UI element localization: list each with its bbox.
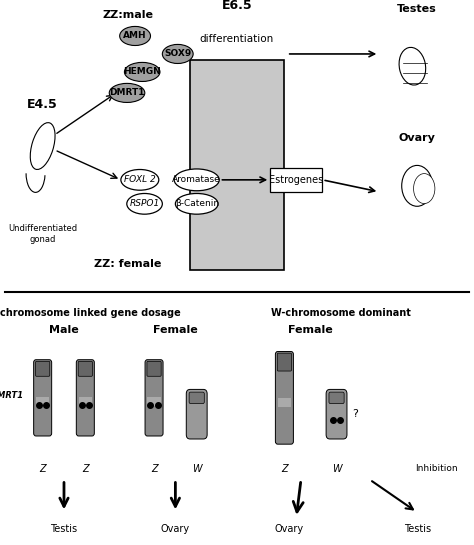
Text: Aromatase: Aromatase [173,175,221,184]
Text: FOXL 2: FOXL 2 [124,175,155,184]
FancyBboxPatch shape [36,361,50,376]
FancyBboxPatch shape [147,361,161,376]
Text: DMRT1: DMRT1 [109,88,145,98]
Text: Ovary: Ovary [161,524,190,534]
Ellipse shape [127,193,162,214]
Text: RSPO1: RSPO1 [129,199,160,208]
Text: Z: Z [281,464,288,474]
Ellipse shape [119,26,150,45]
Bar [278,398,291,407]
Text: ?: ? [353,409,358,419]
Text: SOX9: SOX9 [164,50,191,58]
Text: Z-chromosome linked gene dosage: Z-chromosome linked gene dosage [0,308,181,318]
FancyBboxPatch shape [34,360,52,436]
FancyBboxPatch shape [270,168,322,192]
FancyBboxPatch shape [189,392,204,403]
Text: Testes: Testes [397,4,437,14]
Text: ZZ:male: ZZ:male [102,10,154,20]
Text: Male: Male [49,325,79,335]
FancyBboxPatch shape [190,60,284,270]
Bar [147,397,161,405]
Ellipse shape [174,169,219,191]
Text: Undifferentiated
gonad: Undifferentiated gonad [8,224,77,244]
Text: W-chromosome dominant: W-chromosome dominant [271,308,411,318]
Ellipse shape [399,47,426,85]
Text: Estrogenes: Estrogenes [269,175,323,185]
FancyBboxPatch shape [78,361,92,376]
Text: ZZ: female: ZZ: female [94,259,162,269]
Text: AMH: AMH [123,32,147,40]
Ellipse shape [121,169,159,190]
Ellipse shape [109,83,145,102]
Text: Z: Z [82,464,89,474]
Text: E4.5: E4.5 [27,99,58,111]
Text: E6.5: E6.5 [222,0,252,12]
Ellipse shape [402,165,432,206]
Ellipse shape [175,193,218,214]
FancyBboxPatch shape [275,352,293,444]
Ellipse shape [30,123,55,169]
FancyBboxPatch shape [277,353,292,371]
Text: W: W [192,464,201,474]
Bar [36,397,49,405]
Text: W: W [332,464,341,474]
Bar [79,397,92,405]
Text: Ovary: Ovary [399,133,436,143]
Text: DMRT1: DMRT1 [0,391,24,399]
Text: Ovary: Ovary [274,524,304,534]
Ellipse shape [124,62,160,81]
Ellipse shape [162,44,193,63]
Text: Z: Z [39,464,46,474]
FancyBboxPatch shape [145,360,163,436]
FancyBboxPatch shape [326,389,347,439]
Text: Testis: Testis [50,524,78,534]
Text: β-Catenin: β-Catenin [174,199,219,208]
Text: HEMGN: HEMGN [123,68,161,76]
Text: Testis: Testis [403,524,431,534]
Text: Female: Female [288,325,333,335]
Text: Inhibition: Inhibition [415,464,457,473]
Text: Z: Z [151,464,157,474]
Text: differentiation: differentiation [200,34,274,44]
FancyBboxPatch shape [329,392,344,403]
Ellipse shape [413,173,435,203]
FancyBboxPatch shape [186,389,207,439]
Text: Female: Female [153,325,198,335]
FancyBboxPatch shape [76,360,94,436]
